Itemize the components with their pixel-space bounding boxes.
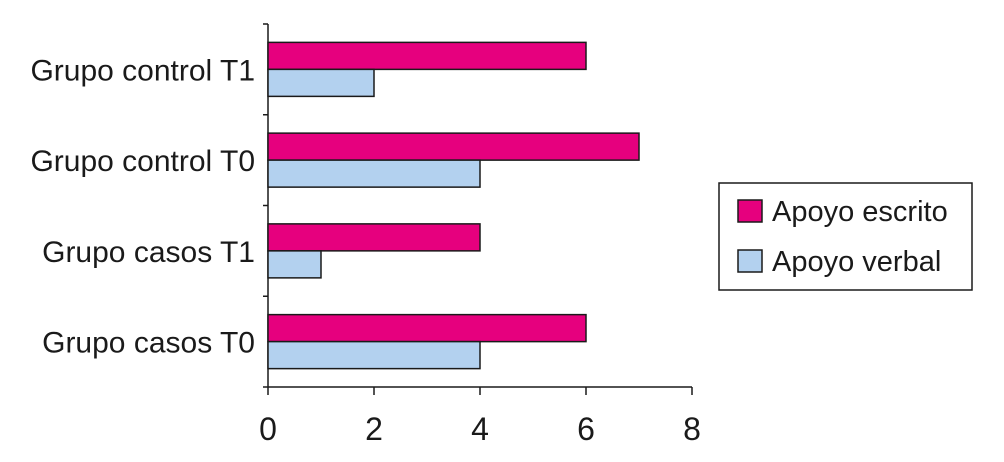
x-tick-label: 0 (259, 411, 277, 447)
x-tick-label: 4 (471, 411, 489, 447)
x-tick-label: 2 (365, 411, 383, 447)
category-label: Grupo control T1 (30, 54, 255, 87)
legend-swatch-apoyo-escrito (737, 199, 763, 223)
bars (267, 41, 640, 370)
category-label: Grupo casos T1 (42, 236, 255, 269)
legend-label: Apoyo escrito (772, 196, 948, 228)
bar-apoyo-escrito-1 (267, 132, 640, 161)
bar-apoyo-escrito-2 (267, 223, 481, 252)
category-label: Grupo casos T0 (42, 327, 255, 360)
category-label: Grupo control T0 (30, 145, 255, 178)
bar-apoyo-verbal-2 (267, 250, 322, 279)
bar-apoyo-verbal-3 (267, 340, 481, 370)
bar-apoyo-escrito-0 (267, 41, 587, 71)
labels: Grupo control T1 Grupo control T0 Grupo ca… (30, 54, 700, 447)
legend-swatch-apoyo-verbal (737, 249, 763, 273)
x-tick-label: 8 (683, 411, 701, 447)
x-tick-label: 6 (577, 411, 595, 447)
bar-apoyo-verbal-0 (267, 68, 375, 98)
bar-apoyo-verbal-1 (267, 159, 481, 188)
legend: Apoyo escrito Apoyo verbal (718, 182, 973, 291)
bar-apoyo-escrito-3 (267, 313, 587, 343)
legend-label: Apoyo verbal (772, 246, 941, 278)
